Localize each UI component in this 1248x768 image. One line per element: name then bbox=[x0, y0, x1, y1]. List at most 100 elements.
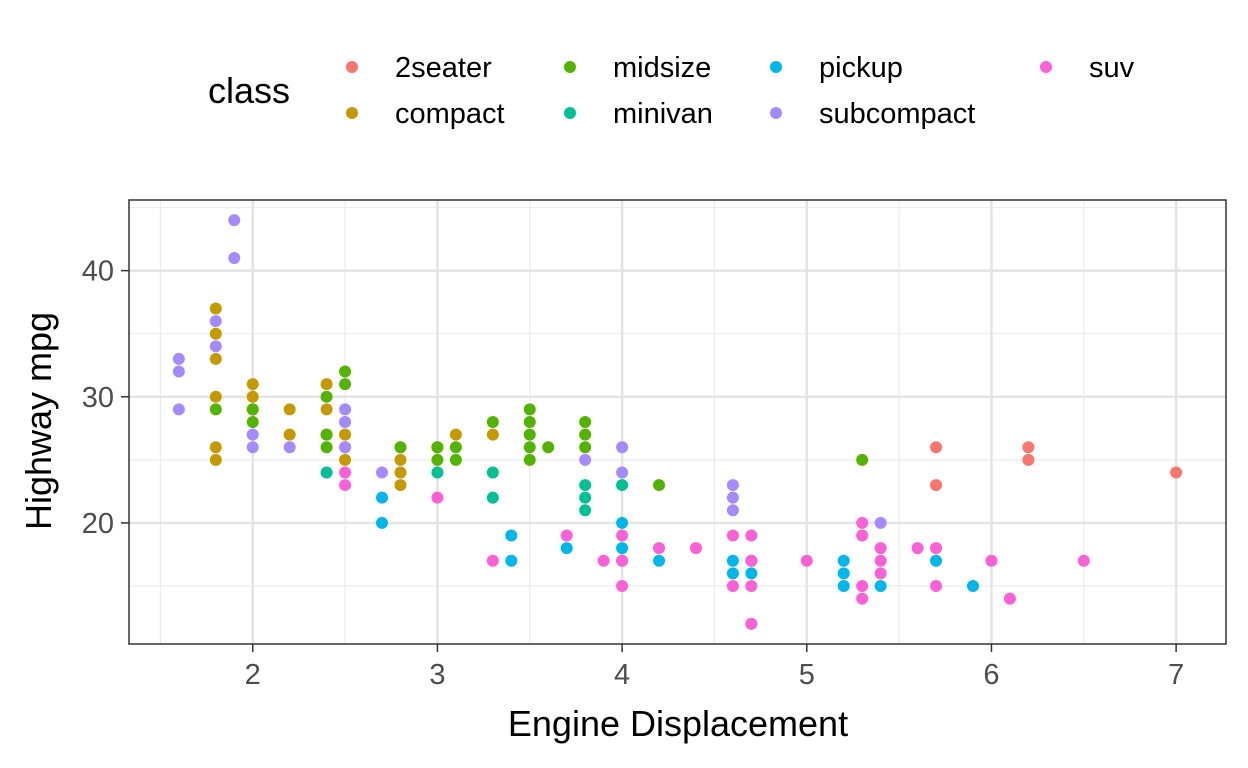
point-compact bbox=[246, 378, 259, 391]
point-suv bbox=[911, 542, 924, 555]
legend-key-midsize bbox=[564, 61, 576, 73]
point-compact bbox=[320, 378, 333, 391]
point-suv bbox=[745, 579, 758, 592]
point-midsize bbox=[523, 441, 536, 454]
point-suv bbox=[1077, 554, 1090, 567]
point-midsize bbox=[246, 403, 259, 416]
point-subcompact bbox=[579, 453, 592, 466]
point-pickup bbox=[376, 491, 389, 504]
plot-panel bbox=[128, 199, 1227, 645]
point-pickup bbox=[616, 516, 629, 529]
point-midsize bbox=[523, 416, 536, 428]
legend-label-minivan: minivan bbox=[613, 98, 713, 130]
point-compact bbox=[209, 352, 222, 365]
point-minivan bbox=[579, 491, 592, 504]
point-compact bbox=[209, 302, 222, 315]
point-subcompact bbox=[616, 466, 629, 479]
legend-item-2seater: 2seater bbox=[346, 52, 492, 84]
point-suv bbox=[745, 554, 758, 567]
point-suv bbox=[689, 542, 702, 555]
legend-item-pickup: pickup bbox=[770, 52, 903, 84]
major-gridlines bbox=[129, 200, 1226, 644]
legend-key-minivan bbox=[564, 107, 576, 119]
legend-key-pickup bbox=[770, 61, 782, 73]
point-suv bbox=[431, 491, 444, 504]
legend-key-subcompact bbox=[770, 107, 782, 119]
point-pickup bbox=[726, 567, 739, 580]
point-compact bbox=[320, 403, 333, 416]
point-compact bbox=[246, 390, 259, 403]
point-midsize bbox=[542, 441, 555, 454]
point-suv bbox=[745, 617, 758, 630]
point-subcompact bbox=[874, 516, 887, 529]
point-midsize bbox=[246, 416, 259, 428]
point-pickup bbox=[505, 554, 518, 567]
point-pickup bbox=[874, 579, 887, 592]
legend-label-2seater: 2seater bbox=[395, 52, 492, 84]
point-subcompact bbox=[726, 491, 739, 504]
point-compact bbox=[486, 428, 499, 441]
y-axis-title: Highway mpg bbox=[18, 312, 59, 530]
point-midsize bbox=[579, 441, 592, 454]
point-subcompact bbox=[726, 479, 739, 492]
point-suv bbox=[985, 554, 998, 567]
data-points bbox=[172, 214, 1183, 630]
point-suv bbox=[874, 542, 887, 555]
minor-gridlines bbox=[129, 200, 1226, 644]
point-minivan bbox=[486, 491, 499, 504]
point-suv bbox=[930, 542, 943, 555]
point-pickup bbox=[966, 579, 979, 592]
legend-item-midsize: midsize bbox=[564, 52, 711, 84]
point-suv bbox=[339, 479, 352, 492]
point-suv bbox=[339, 466, 352, 479]
point-pickup bbox=[560, 542, 573, 555]
point-compact bbox=[449, 428, 462, 441]
point-midsize bbox=[320, 441, 333, 454]
point-suv bbox=[597, 554, 610, 567]
point-compact bbox=[209, 453, 222, 466]
point-midsize bbox=[653, 479, 666, 492]
x-tick-label: 5 bbox=[799, 659, 815, 691]
point-compact bbox=[339, 453, 352, 466]
y-tick-label: 40 bbox=[82, 256, 114, 288]
point-pickup bbox=[837, 554, 850, 567]
point-suv bbox=[856, 529, 869, 542]
legend-label-subcompact: subcompact bbox=[819, 98, 975, 130]
point-subcompact bbox=[339, 416, 352, 428]
point-subcompact bbox=[209, 340, 222, 353]
y-tick-label: 20 bbox=[82, 508, 114, 540]
point-pickup bbox=[653, 554, 666, 567]
point-pickup bbox=[837, 579, 850, 592]
point-subcompact bbox=[172, 365, 185, 378]
point-suv bbox=[653, 542, 666, 555]
point-suv bbox=[856, 592, 869, 605]
point-suv bbox=[856, 579, 869, 592]
point-compact bbox=[209, 327, 222, 340]
point-suv bbox=[856, 516, 869, 529]
point-midsize bbox=[431, 441, 444, 454]
legend-key-2seater bbox=[346, 61, 358, 73]
point-suv bbox=[616, 579, 629, 592]
point-subcompact bbox=[209, 315, 222, 328]
point-midsize bbox=[523, 428, 536, 441]
point-suv bbox=[726, 529, 739, 542]
point-midsize bbox=[209, 403, 222, 416]
point-suv bbox=[726, 579, 739, 592]
legend-title: class bbox=[208, 70, 290, 111]
point-subcompact bbox=[172, 403, 185, 416]
legend-key-suv bbox=[1040, 61, 1052, 73]
point-suv bbox=[874, 567, 887, 580]
point-compact bbox=[209, 441, 222, 454]
point-subcompact bbox=[726, 504, 739, 517]
point-midsize bbox=[486, 416, 499, 428]
x-tick-label: 7 bbox=[1168, 659, 1184, 691]
point-midsize bbox=[449, 441, 462, 454]
legend-item-subcompact: subcompact bbox=[770, 98, 975, 130]
legend-item-suv: suv bbox=[1040, 52, 1135, 84]
point-subcompact bbox=[246, 428, 259, 441]
point-2seater bbox=[1022, 441, 1035, 454]
plot-border bbox=[128, 199, 1227, 645]
legend-item-compact: compact bbox=[346, 98, 505, 130]
point-suv bbox=[930, 579, 943, 592]
point-pickup bbox=[837, 567, 850, 580]
